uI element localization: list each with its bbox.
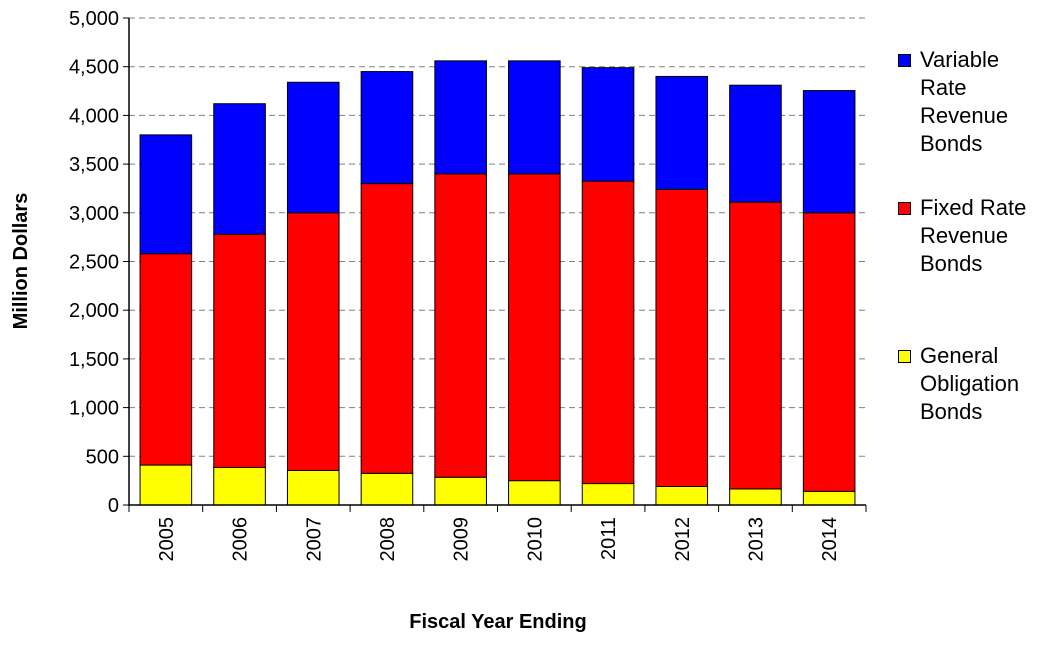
- bar-segment: [508, 60, 561, 175]
- legend-item: General Obligation Bonds: [898, 342, 1048, 426]
- y-tick-label: 3,000: [69, 203, 119, 225]
- bar-segment: [655, 75, 709, 190]
- bar-segment: [286, 81, 340, 214]
- bar-segment: [434, 173, 487, 478]
- legend-swatch: [898, 54, 911, 67]
- x-tick-label: 2009: [451, 517, 473, 562]
- bar-segment: [360, 71, 414, 185]
- legend-item: Variable Rate Revenue Bonds: [898, 46, 1048, 158]
- bar-segment: [139, 253, 193, 466]
- axes: 0 500 1,000 1,500 2,000 2,500 3,000 3,500 4,000 4…: [69, 8, 867, 562]
- legend-label: Variable Rate Revenue Bonds: [920, 47, 1009, 156]
- x-tick-label: 2010: [524, 517, 546, 562]
- bar-segment: [655, 485, 709, 506]
- bar-segment: [655, 188, 709, 487]
- legend-swatch: [898, 350, 911, 363]
- legend-item: Fixed Rate Revenue Bonds: [898, 194, 1048, 278]
- x-tick-label: 2013: [745, 517, 767, 562]
- bar-segment: [286, 469, 340, 506]
- y-tick-label: 3,500: [69, 154, 119, 176]
- bar-segment: [434, 476, 487, 506]
- y-tick-label: 500: [86, 446, 119, 468]
- bar-segment: [213, 233, 266, 469]
- y-tick-label: 0: [108, 495, 119, 517]
- y-tick-label: 1,000: [69, 398, 119, 420]
- bar-segment: [213, 467, 266, 506]
- y-tick-label: 4,500: [69, 57, 119, 79]
- y-tick-label: 4,000: [69, 105, 119, 127]
- bar-segment: [360, 183, 414, 474]
- bar-segment: [139, 464, 193, 506]
- bar-segment: [581, 180, 635, 485]
- bar-segment: [729, 201, 782, 490]
- bar-segment: [729, 84, 782, 203]
- y-tick-label: 2,500: [69, 252, 119, 274]
- x-axis-label: Fiscal Year Ending: [409, 611, 586, 633]
- bar-segment: [434, 60, 487, 175]
- x-tick-label: 2005: [156, 517, 178, 562]
- bar-segment: [360, 472, 414, 506]
- legend-label: General Obligation Bonds: [920, 343, 1020, 424]
- x-tick-label: 2014: [819, 517, 841, 562]
- bar-segment: [508, 173, 561, 482]
- legend-swatch: [898, 202, 911, 215]
- x-tick-label: 2011: [598, 517, 620, 560]
- x-tick-label: 2012: [672, 517, 694, 562]
- bar-segment: [729, 488, 782, 506]
- bar-segment: [286, 212, 340, 471]
- x-tick-label: 2008: [377, 517, 399, 562]
- bar-segment: [581, 67, 635, 182]
- y-axis-label: Million Dollars: [10, 193, 32, 330]
- bar-segment: [139, 134, 193, 255]
- x-tick-label: 2007: [303, 517, 325, 562]
- legend-label: Fixed Rate Revenue Bonds: [920, 195, 1027, 276]
- x-tick-label: 2006: [230, 517, 252, 562]
- bar-segment: [508, 480, 561, 506]
- bar-segment: [802, 90, 856, 214]
- y-tick-label: 5,000: [69, 8, 119, 30]
- bar-segment: [802, 212, 856, 492]
- bars: [139, 60, 856, 506]
- bar-segment: [802, 490, 856, 506]
- y-tick-label: 1,500: [69, 349, 119, 371]
- bar-segment: [581, 483, 635, 506]
- y-tick-label: 2,000: [69, 300, 119, 322]
- bar-segment: [213, 103, 266, 235]
